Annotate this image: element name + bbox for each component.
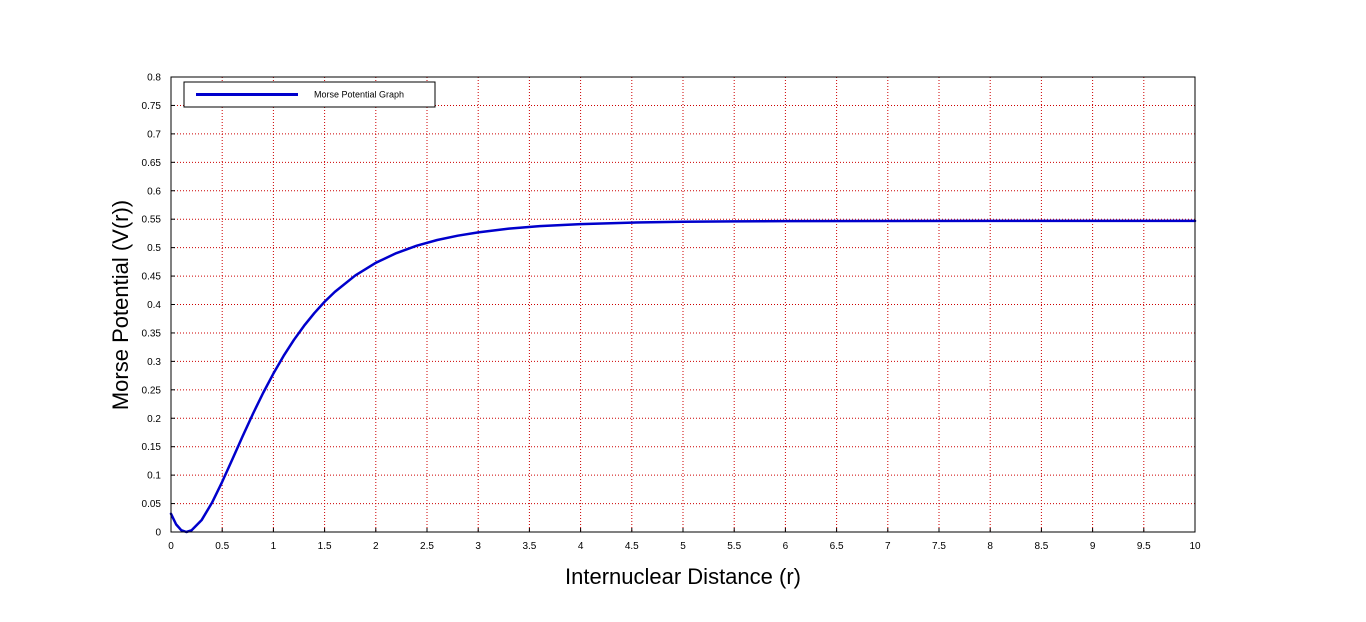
y-tick-label: 0.4 <box>147 300 161 311</box>
x-tick-label: 0 <box>168 541 174 552</box>
x-axis-title: Internuclear Distance (r) <box>565 564 801 589</box>
x-tick-label: 0.5 <box>215 541 229 552</box>
x-tick-label: 3 <box>475 541 481 552</box>
x-tick-label: 1 <box>271 541 277 552</box>
x-tick-label: 2 <box>373 541 379 552</box>
y-tick-label: 0.75 <box>142 101 162 112</box>
y-tick-label: 0 <box>155 528 161 539</box>
y-tick-label: 0.3 <box>147 357 161 368</box>
x-tick-label: 2.5 <box>420 541 434 552</box>
x-tick-label: 3.5 <box>522 541 536 552</box>
x-tick-label: 6.5 <box>830 541 844 552</box>
x-tick-label: 7 <box>885 541 891 552</box>
y-tick-label: 0.45 <box>142 272 162 283</box>
x-tick-labels: 0 0.5 1 1.5 2 2.5 3 3.5 4 4.5 5 5.5 6 6.5 7 7.5 8 8.5 9 9.5… <box>168 541 1201 552</box>
y-tick-label: 0.2 <box>147 414 161 425</box>
y-axis-title: Morse Potential (V(r)) <box>108 200 133 410</box>
y-tick-label: 0.1 <box>147 471 161 482</box>
y-tick-label: 0.6 <box>147 186 161 197</box>
series-layer <box>169 219 1197 534</box>
y-tick-labels: 0 0.05 0.1 0.15 0.2 0.25 0.3 0.35 0.4 0.45 0.5 0.55… <box>142 73 162 539</box>
y-tick-label: 0.05 <box>142 499 162 510</box>
grid-lines <box>171 77 1195 532</box>
x-tick-label: 4.5 <box>625 541 639 552</box>
x-tick-label: 5.5 <box>727 541 741 552</box>
series-line-0 <box>169 219 1197 534</box>
x-tick-label: 9.5 <box>1137 541 1151 552</box>
y-tick-label: 0.65 <box>142 158 162 169</box>
y-tick-label: 0.35 <box>142 328 162 339</box>
x-tick-label: 7.5 <box>932 541 946 552</box>
x-tick-label: 9 <box>1090 541 1096 552</box>
x-tick-label: 8 <box>987 541 993 552</box>
x-tick-label: 5 <box>680 541 686 552</box>
y-tick-label: 0.7 <box>147 129 161 140</box>
x-tick-label: 6 <box>783 541 789 552</box>
y-tick-label: 0.55 <box>142 215 162 226</box>
axis-ticks <box>170 76 1196 533</box>
x-tick-label: 1.5 <box>318 541 332 552</box>
y-tick-label: 0.8 <box>147 73 161 84</box>
x-tick-label: 8.5 <box>1034 541 1048 552</box>
y-tick-label: 0.15 <box>142 442 162 453</box>
x-tick-label: 10 <box>1189 541 1201 552</box>
x-tick-label: 4 <box>578 541 584 552</box>
legend: Morse Potential Graph <box>183 81 436 108</box>
legend-entry-label: Morse Potential Graph <box>314 90 404 100</box>
y-tick-label: 0.5 <box>147 243 161 254</box>
y-tick-label: 0.25 <box>142 385 162 396</box>
